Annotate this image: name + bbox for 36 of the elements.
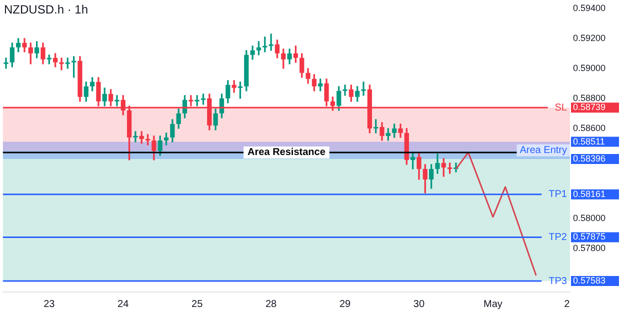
ref-line-label: TP3 bbox=[548, 276, 568, 287]
x-tick-label: 23 bbox=[44, 298, 56, 310]
x-tick-label: 25 bbox=[192, 298, 204, 310]
y-tick-label: 0.58161 bbox=[573, 188, 606, 199]
x-tick-label: 29 bbox=[339, 298, 352, 310]
y-tick-label: 0.58800 bbox=[573, 92, 606, 103]
y-tick-label: 0.58396 bbox=[573, 154, 606, 164]
y-tick-label: 0.58739 bbox=[573, 102, 606, 112]
candlestick bbox=[133, 131, 138, 142]
candlestick bbox=[114, 95, 120, 106]
candlestick bbox=[59, 58, 64, 70]
candlestick bbox=[342, 84, 348, 96]
candlestick bbox=[361, 82, 366, 96]
candlestick bbox=[4, 58, 8, 69]
candlestick bbox=[232, 80, 236, 93]
chart-title: NZDUSD.h · 1h bbox=[4, 2, 88, 16]
ref-line-label: TP2 bbox=[548, 232, 568, 243]
y-tick-label: 0.59200 bbox=[573, 32, 606, 43]
x-tick-label: 24 bbox=[118, 298, 130, 310]
ref-line-label: TP1 bbox=[548, 189, 568, 200]
x-tick-label: 30 bbox=[413, 298, 425, 310]
y-tick-label: 0.58511 bbox=[573, 136, 605, 146]
x-tick-label: 28 bbox=[265, 298, 278, 310]
y-tick-label: 0.58000 bbox=[573, 212, 606, 223]
y-tick-label: 0.59000 bbox=[573, 62, 606, 73]
band-label: Area Entry bbox=[520, 145, 567, 156]
y-tick-label: 0.57583 bbox=[573, 276, 606, 286]
y-tick-label: 0.58600 bbox=[573, 122, 606, 133]
ref-line-label: Area Resistance bbox=[248, 147, 326, 158]
x-tick-label: May bbox=[484, 298, 502, 310]
ref-line-label: SL bbox=[554, 102, 568, 114]
y-tick-label: 0.57875 bbox=[573, 232, 606, 242]
candlestick bbox=[268, 34, 274, 51]
y-tick-label: 0.57800 bbox=[573, 242, 606, 253]
x-tick-label: 2 bbox=[564, 298, 570, 310]
y-tick-label: 0.59400 bbox=[573, 2, 606, 13]
